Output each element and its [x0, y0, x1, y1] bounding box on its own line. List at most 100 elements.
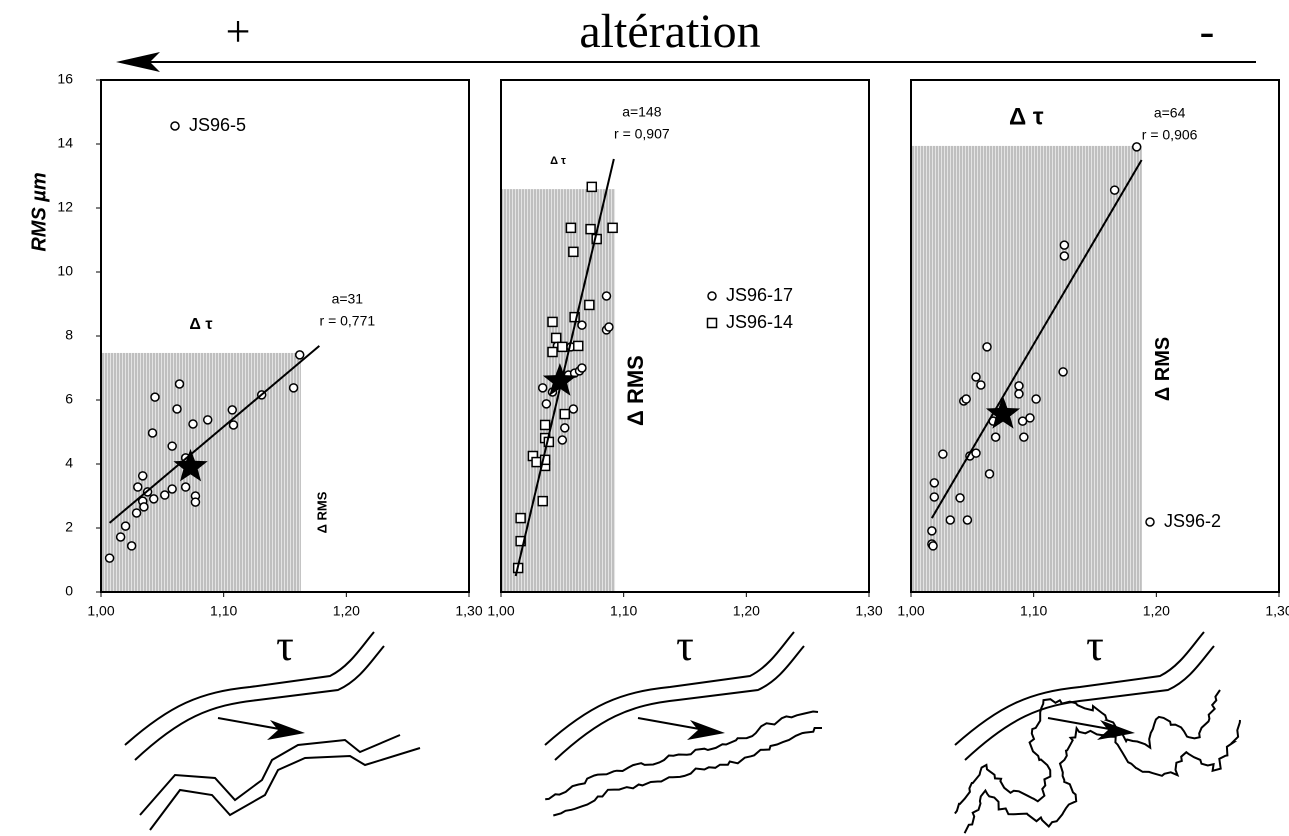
- point: [288, 383, 299, 393]
- x-axis-label: τ: [676, 621, 694, 670]
- point: [167, 484, 177, 494]
- point: [1058, 367, 1068, 377]
- point: [982, 342, 992, 352]
- point: [962, 515, 973, 525]
- y-tick-label: 4: [65, 455, 73, 471]
- x-tick-label: 1,30: [855, 603, 882, 619]
- x-tick-label: 1,10: [210, 603, 237, 619]
- point: [1059, 251, 1070, 261]
- point: [537, 383, 548, 393]
- point: [557, 341, 568, 353]
- flow-arrow-head: [687, 720, 725, 740]
- point: [133, 482, 143, 492]
- point: [167, 441, 177, 451]
- mean-star: [173, 448, 208, 482]
- point: [1031, 394, 1041, 404]
- delta-tau-label: Δ τ: [1009, 103, 1044, 130]
- fit-correlation: r = 0,907: [614, 126, 670, 142]
- point: [547, 316, 558, 328]
- y-tick-label: 10: [57, 263, 73, 279]
- y-tick-label: 16: [57, 71, 73, 87]
- x-axis-label: τ: [276, 621, 294, 670]
- point: [137, 471, 148, 481]
- point: [172, 404, 182, 414]
- point: [929, 492, 940, 502]
- point: [560, 423, 570, 433]
- legend-label: JS96-17: [726, 285, 793, 305]
- flow-arrow-head: [267, 720, 305, 740]
- point: [202, 415, 213, 425]
- point: [139, 502, 149, 512]
- point: [607, 222, 618, 234]
- point: [559, 408, 571, 420]
- fit-correlation: r = 0,906: [1142, 127, 1198, 143]
- flow-arrow: [1047, 717, 1116, 731]
- point: [976, 380, 986, 390]
- point: [927, 526, 937, 536]
- x-tick-label: 1,00: [487, 603, 514, 619]
- x-tick-label: 1,30: [455, 603, 482, 619]
- legend-label: JS96-5: [189, 115, 246, 135]
- delta-rms-label: Δ RMS: [314, 491, 329, 533]
- fracture-sketches: [124, 631, 1241, 834]
- y-axis-label: RMS µm: [28, 172, 50, 251]
- point: [585, 223, 596, 235]
- x-tick-label: 1,10: [610, 603, 637, 619]
- x-tick-label: 1,00: [87, 603, 114, 619]
- point: [990, 432, 1001, 442]
- header-title: altération: [579, 5, 760, 58]
- point: [971, 448, 981, 458]
- point: [515, 512, 526, 524]
- point: [938, 449, 948, 459]
- point: [928, 541, 938, 551]
- legend-label: JS96-2: [1164, 511, 1221, 531]
- fracture-wall: [964, 645, 1215, 761]
- point: [188, 419, 198, 429]
- mean-star: [985, 396, 1021, 429]
- flow-arrow: [217, 717, 286, 731]
- point: [1014, 389, 1024, 399]
- point: [1019, 432, 1029, 442]
- point: [550, 332, 562, 344]
- fracture-line: [954, 689, 1221, 815]
- y-tick-label: 6: [65, 391, 73, 407]
- point: [227, 405, 238, 415]
- x-tick-label: 1,20: [333, 603, 360, 619]
- fracture-line: [139, 734, 401, 816]
- fit-line: [514, 158, 615, 577]
- fracture-wall: [954, 631, 1205, 746]
- delta-rms-label: Δ RMS: [623, 355, 648, 426]
- fit-slope: a=64: [1154, 105, 1186, 121]
- delta-tau-label: Δ τ: [189, 316, 212, 333]
- delta-rms-label: Δ RMS: [1152, 337, 1174, 401]
- flow-arrow: [637, 717, 706, 731]
- delta-region: [501, 189, 616, 592]
- point: [180, 482, 191, 492]
- point: [955, 493, 965, 503]
- plot-frame: [910, 79, 1280, 593]
- fracture-line: [545, 710, 819, 801]
- fit-line: [108, 345, 320, 524]
- y-tick-label: 12: [57, 199, 73, 215]
- point: [104, 553, 115, 563]
- plot-frame: [500, 79, 870, 593]
- y-tick-label: 8: [65, 327, 73, 343]
- legend-marker: [707, 291, 717, 301]
- point: [929, 478, 940, 488]
- point: [573, 340, 584, 352]
- point: [586, 181, 598, 193]
- point: [120, 521, 131, 531]
- point: [228, 420, 239, 430]
- point: [945, 515, 956, 525]
- point: [1109, 185, 1120, 195]
- point: [1059, 240, 1070, 250]
- point: [1131, 142, 1142, 152]
- point: [174, 379, 185, 389]
- y-tick-label: 0: [65, 583, 73, 599]
- point: [971, 372, 981, 382]
- legend-marker: [1145, 517, 1155, 527]
- x-tick-label: 1,20: [1143, 603, 1170, 619]
- delta-region: [911, 145, 1142, 593]
